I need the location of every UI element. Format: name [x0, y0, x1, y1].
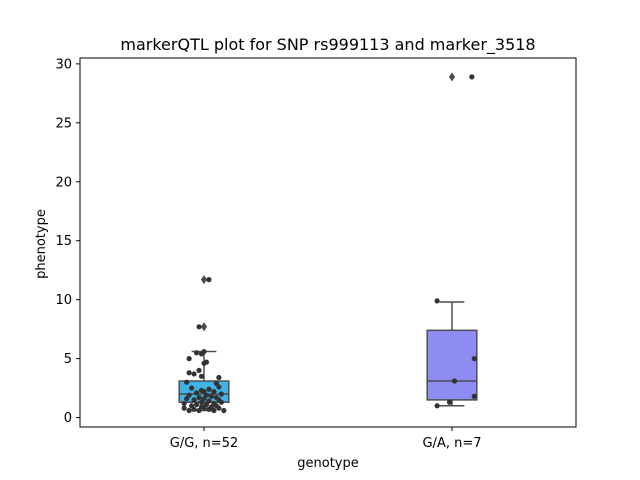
data-point: [216, 384, 222, 390]
data-point: [193, 390, 200, 396]
data-point: [211, 407, 217, 414]
data-point: [206, 406, 212, 412]
data-point: [216, 374, 222, 381]
chart-title: markerQTL plot for SNP rs999113 and mark…: [120, 35, 535, 55]
x-axis-label: genotype: [297, 456, 358, 471]
data-point: [181, 400, 187, 407]
y-tick-label: 20: [55, 175, 72, 190]
outlier-marker: [200, 322, 208, 332]
y-tick-label: 25: [55, 116, 72, 131]
data-point: [216, 405, 222, 411]
data-point: [186, 407, 192, 414]
data-point: [208, 393, 215, 399]
data-point: [206, 277, 212, 283]
data-point: [446, 399, 453, 405]
box-iqr: [426, 329, 478, 401]
data-point: [198, 399, 205, 405]
data-point: [181, 405, 187, 411]
y-axis-label: phenotype: [34, 209, 49, 279]
data-point: [469, 74, 475, 80]
data-point: [196, 324, 202, 330]
data-point: [191, 397, 197, 403]
outlier-marker: [200, 275, 208, 285]
data-point: [211, 389, 217, 395]
data-point: [184, 379, 190, 385]
data-point: [201, 405, 207, 411]
data-point: [193, 402, 200, 408]
outlier-marker: [448, 72, 456, 82]
y-tick-label: 0: [64, 411, 72, 426]
data-point: [198, 351, 205, 357]
data-point: [186, 356, 192, 362]
data-point: [203, 359, 210, 365]
data-point: [218, 391, 224, 397]
data-point: [184, 396, 190, 402]
y-tick-label: 5: [64, 352, 72, 367]
x-tick-label: G/G, n=52: [170, 436, 238, 451]
x-tick-label: G/A, n=7: [422, 436, 481, 451]
data-point: [198, 373, 205, 379]
data-point: [471, 393, 477, 399]
plot-area: 0 5 10 15 20 25 30 G/G, n=52 G/A, n=7: [55, 57, 577, 451]
data-point: [196, 367, 202, 374]
data-point: [189, 385, 195, 391]
y-tick-label: 10: [55, 293, 72, 308]
data-point: [191, 371, 197, 377]
data-point: [434, 298, 440, 304]
data-point: [186, 370, 192, 376]
data-point: [196, 394, 202, 401]
box-group: [426, 72, 478, 407]
y-tick-label: 15: [55, 234, 72, 249]
data-point: [451, 378, 458, 384]
data-point: [221, 407, 227, 414]
data-point: [196, 407, 202, 414]
data-point: [206, 386, 212, 392]
data-point: [191, 406, 197, 412]
axes-frame: [79, 57, 577, 428]
data-point: [193, 350, 200, 356]
y-tick-label: 30: [55, 57, 72, 72]
data-point: [471, 356, 477, 362]
data-point: [434, 403, 440, 409]
data-point: [218, 399, 224, 405]
